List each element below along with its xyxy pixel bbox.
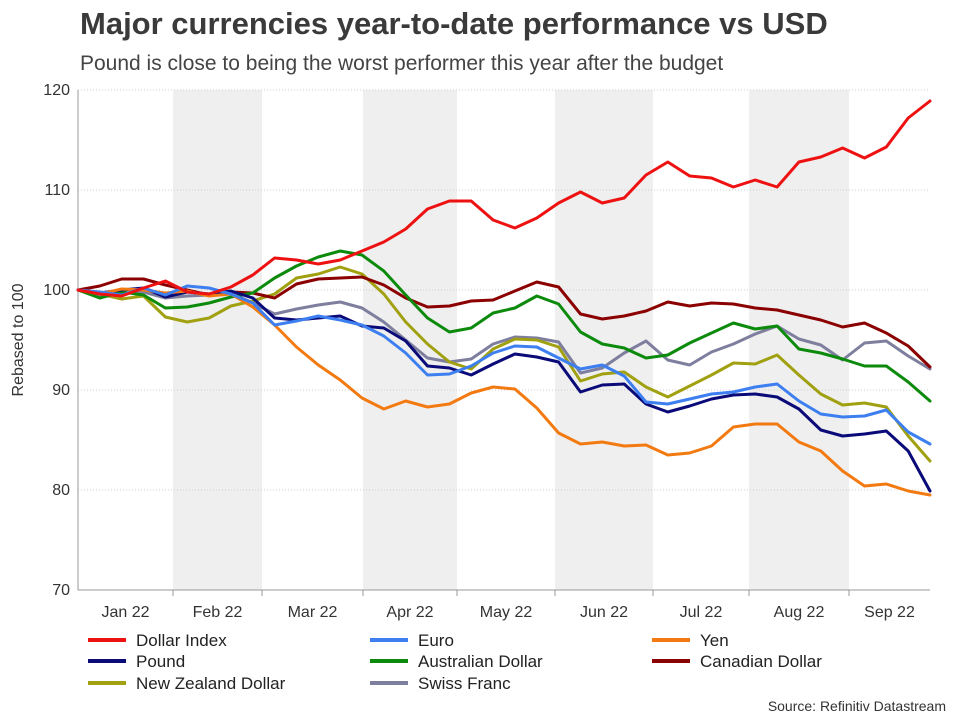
- legend-label-australian-dollar: Australian Dollar: [418, 652, 543, 671]
- series-line-australian-dollar: [76, 249, 932, 403]
- x-tick-label: Sep 22: [864, 604, 915, 621]
- legend-label-new-zealand-dollar: New Zealand Dollar: [136, 674, 286, 693]
- x-tick-label: May 22: [480, 604, 533, 621]
- x-tick-label: Jul 22: [680, 604, 723, 621]
- x-tick-label: Apr 22: [386, 604, 433, 621]
- month-band: [555, 90, 653, 590]
- chart-subtitle: Pound is close to being the worst perfor…: [80, 52, 724, 75]
- y-tick-labels: 70 80 90 100 110 120: [43, 82, 70, 599]
- series-line-new-zealand-dollar: [76, 265, 932, 463]
- legend-label-euro: Euro: [418, 631, 454, 650]
- x-tick-label: Mar 22: [288, 604, 338, 621]
- x-tick-label: Jun 22: [580, 604, 628, 621]
- legend-label-canadian-dollar: Canadian Dollar: [700, 652, 822, 671]
- month-bands: [173, 90, 849, 590]
- axes: [77, 90, 930, 596]
- y-tick-label: 100: [43, 282, 70, 299]
- x-tick-label: Feb 22: [193, 604, 243, 621]
- month-band: [173, 90, 262, 590]
- chart-title: Major currencies year-to-date performanc…: [80, 6, 828, 41]
- y-tick-label: 80: [52, 482, 70, 499]
- y-axis-title: Rebased to 100: [10, 283, 27, 396]
- series-lines: [76, 99, 932, 497]
- y-tick-label: 120: [43, 82, 70, 99]
- legend-label-swiss-franc: Swiss Franc: [418, 674, 511, 693]
- legend-label-pound: Pound: [136, 652, 185, 671]
- line-chart: 70 80 90 100 110 120 Jan 22 Feb 22 Mar 22 Apr 22…: [10, 82, 932, 693]
- y-tick-label: 90: [52, 382, 70, 399]
- x-tick-label: Jan 22: [101, 604, 149, 621]
- y-tick-label: 70: [52, 582, 70, 599]
- legend: Dollar Index Euro Yen Pound Australian Dolla…: [88, 631, 822, 693]
- series-line-yen: [76, 287, 932, 497]
- month-band: [363, 90, 457, 590]
- series-line-dollar-index: [76, 99, 932, 298]
- legend-label-yen: Yen: [700, 631, 729, 650]
- x-tick-labels: Jan 22 Feb 22 Mar 22 Apr 22 May 22 Jun 22 Jul …: [101, 604, 914, 621]
- y-tick-label: 110: [44, 182, 70, 199]
- x-tick-label: Aug 22: [774, 604, 825, 621]
- source-note: Source: Refinitiv Datastream: [767, 698, 946, 714]
- legend-label-dollar-index: Dollar Index: [136, 631, 227, 650]
